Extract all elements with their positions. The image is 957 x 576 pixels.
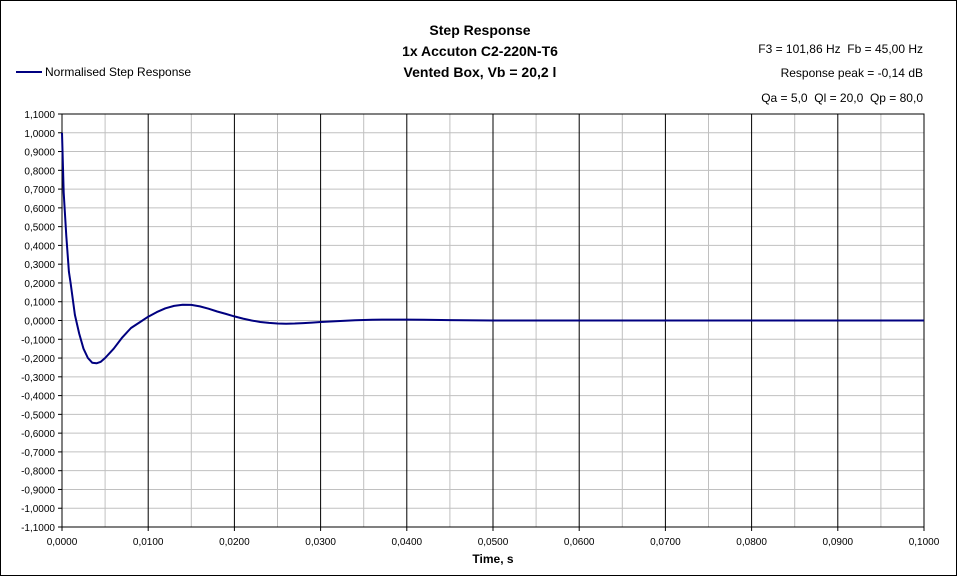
y-tick-label: 0,4000 [24, 241, 55, 252]
x-tick-label: 0,0600 [564, 537, 595, 548]
info-q-values: Qa = 5,0 Ql = 20,0 Qp = 80,0 [761, 91, 923, 105]
y-tick-label: 0,3000 [24, 260, 55, 271]
x-tick-label: 0,0700 [650, 537, 681, 548]
x-axis-tick-labels: 0,0000 0,0100 0,0200 0,0300 0,0400 0,0500 0,06… [47, 537, 940, 548]
y-tick-label: 0,1000 [24, 298, 55, 309]
y-tick-label: 0,2000 [24, 279, 55, 290]
y-tick-label: -0,6000 [21, 429, 55, 440]
y-tick-label: 1,0000 [24, 129, 55, 140]
y-tick-label: -0,5000 [21, 410, 55, 421]
y-tick-label: -1,1000 [21, 523, 55, 534]
y-tick-label: -0,7000 [21, 448, 55, 459]
y-tick-label: 0,6000 [24, 204, 55, 215]
x-tick-label: 0,0500 [478, 537, 509, 548]
y-tick-label: -1,0000 [21, 504, 55, 515]
x-tick-label: 0,0300 [305, 537, 336, 548]
y-axis-tick-labels: 1,1000 1,0000 0,9000 0,8000 0,7000 0,6000 0,50… [21, 110, 55, 534]
chart-title: Step Response [429, 22, 531, 38]
y-tick-label: 0,5000 [24, 223, 55, 234]
y-tick-label: 0,9000 [24, 148, 55, 159]
chart-subtitle-box: Vented Box, Vb = 20,2 l [403, 64, 557, 80]
y-tick-label: 0,7000 [24, 185, 55, 196]
y-tick-label: 0,0000 [24, 317, 55, 328]
y-tick-label: -0,1000 [21, 335, 55, 346]
x-tick-label: 0,0000 [47, 537, 78, 548]
info-f3-fb: F3 = 101,86 Hz Fb = 45,00 Hz [758, 42, 923, 56]
legend-swatch [16, 71, 42, 73]
x-tick-label: 0,0200 [219, 537, 250, 548]
tick-marks [58, 113, 925, 531]
series-layer [61, 132, 924, 365]
chart-subtitle-driver: 1x Accuton C2-220N-T6 [402, 43, 558, 59]
x-tick-label: 0,1000 [909, 537, 940, 548]
x-axis-label: Time, s [472, 552, 513, 566]
y-tick-label: -0,2000 [21, 354, 55, 365]
y-tick-label: -0,8000 [21, 467, 55, 478]
y-tick-label: -0,4000 [21, 392, 55, 403]
y-tick-label: 0,8000 [24, 166, 55, 177]
y-tick-label: -0,3000 [21, 373, 55, 384]
y-tick-label: -0,9000 [21, 485, 55, 496]
y-tick-label: 1,1000 [24, 110, 55, 121]
x-tick-label: 0,0400 [392, 537, 423, 548]
x-tick-label: 0,0100 [133, 537, 164, 548]
x-tick-label: 0,0800 [736, 537, 767, 548]
info-response-peak: Response peak = -0,14 dB [780, 66, 923, 80]
legend-label: Normalised Step Response [45, 65, 192, 79]
legend: Normalised Step Response [16, 64, 191, 80]
series-line-normalised-step-response [61, 132, 924, 365]
x-tick-label: 0,0900 [823, 537, 854, 548]
